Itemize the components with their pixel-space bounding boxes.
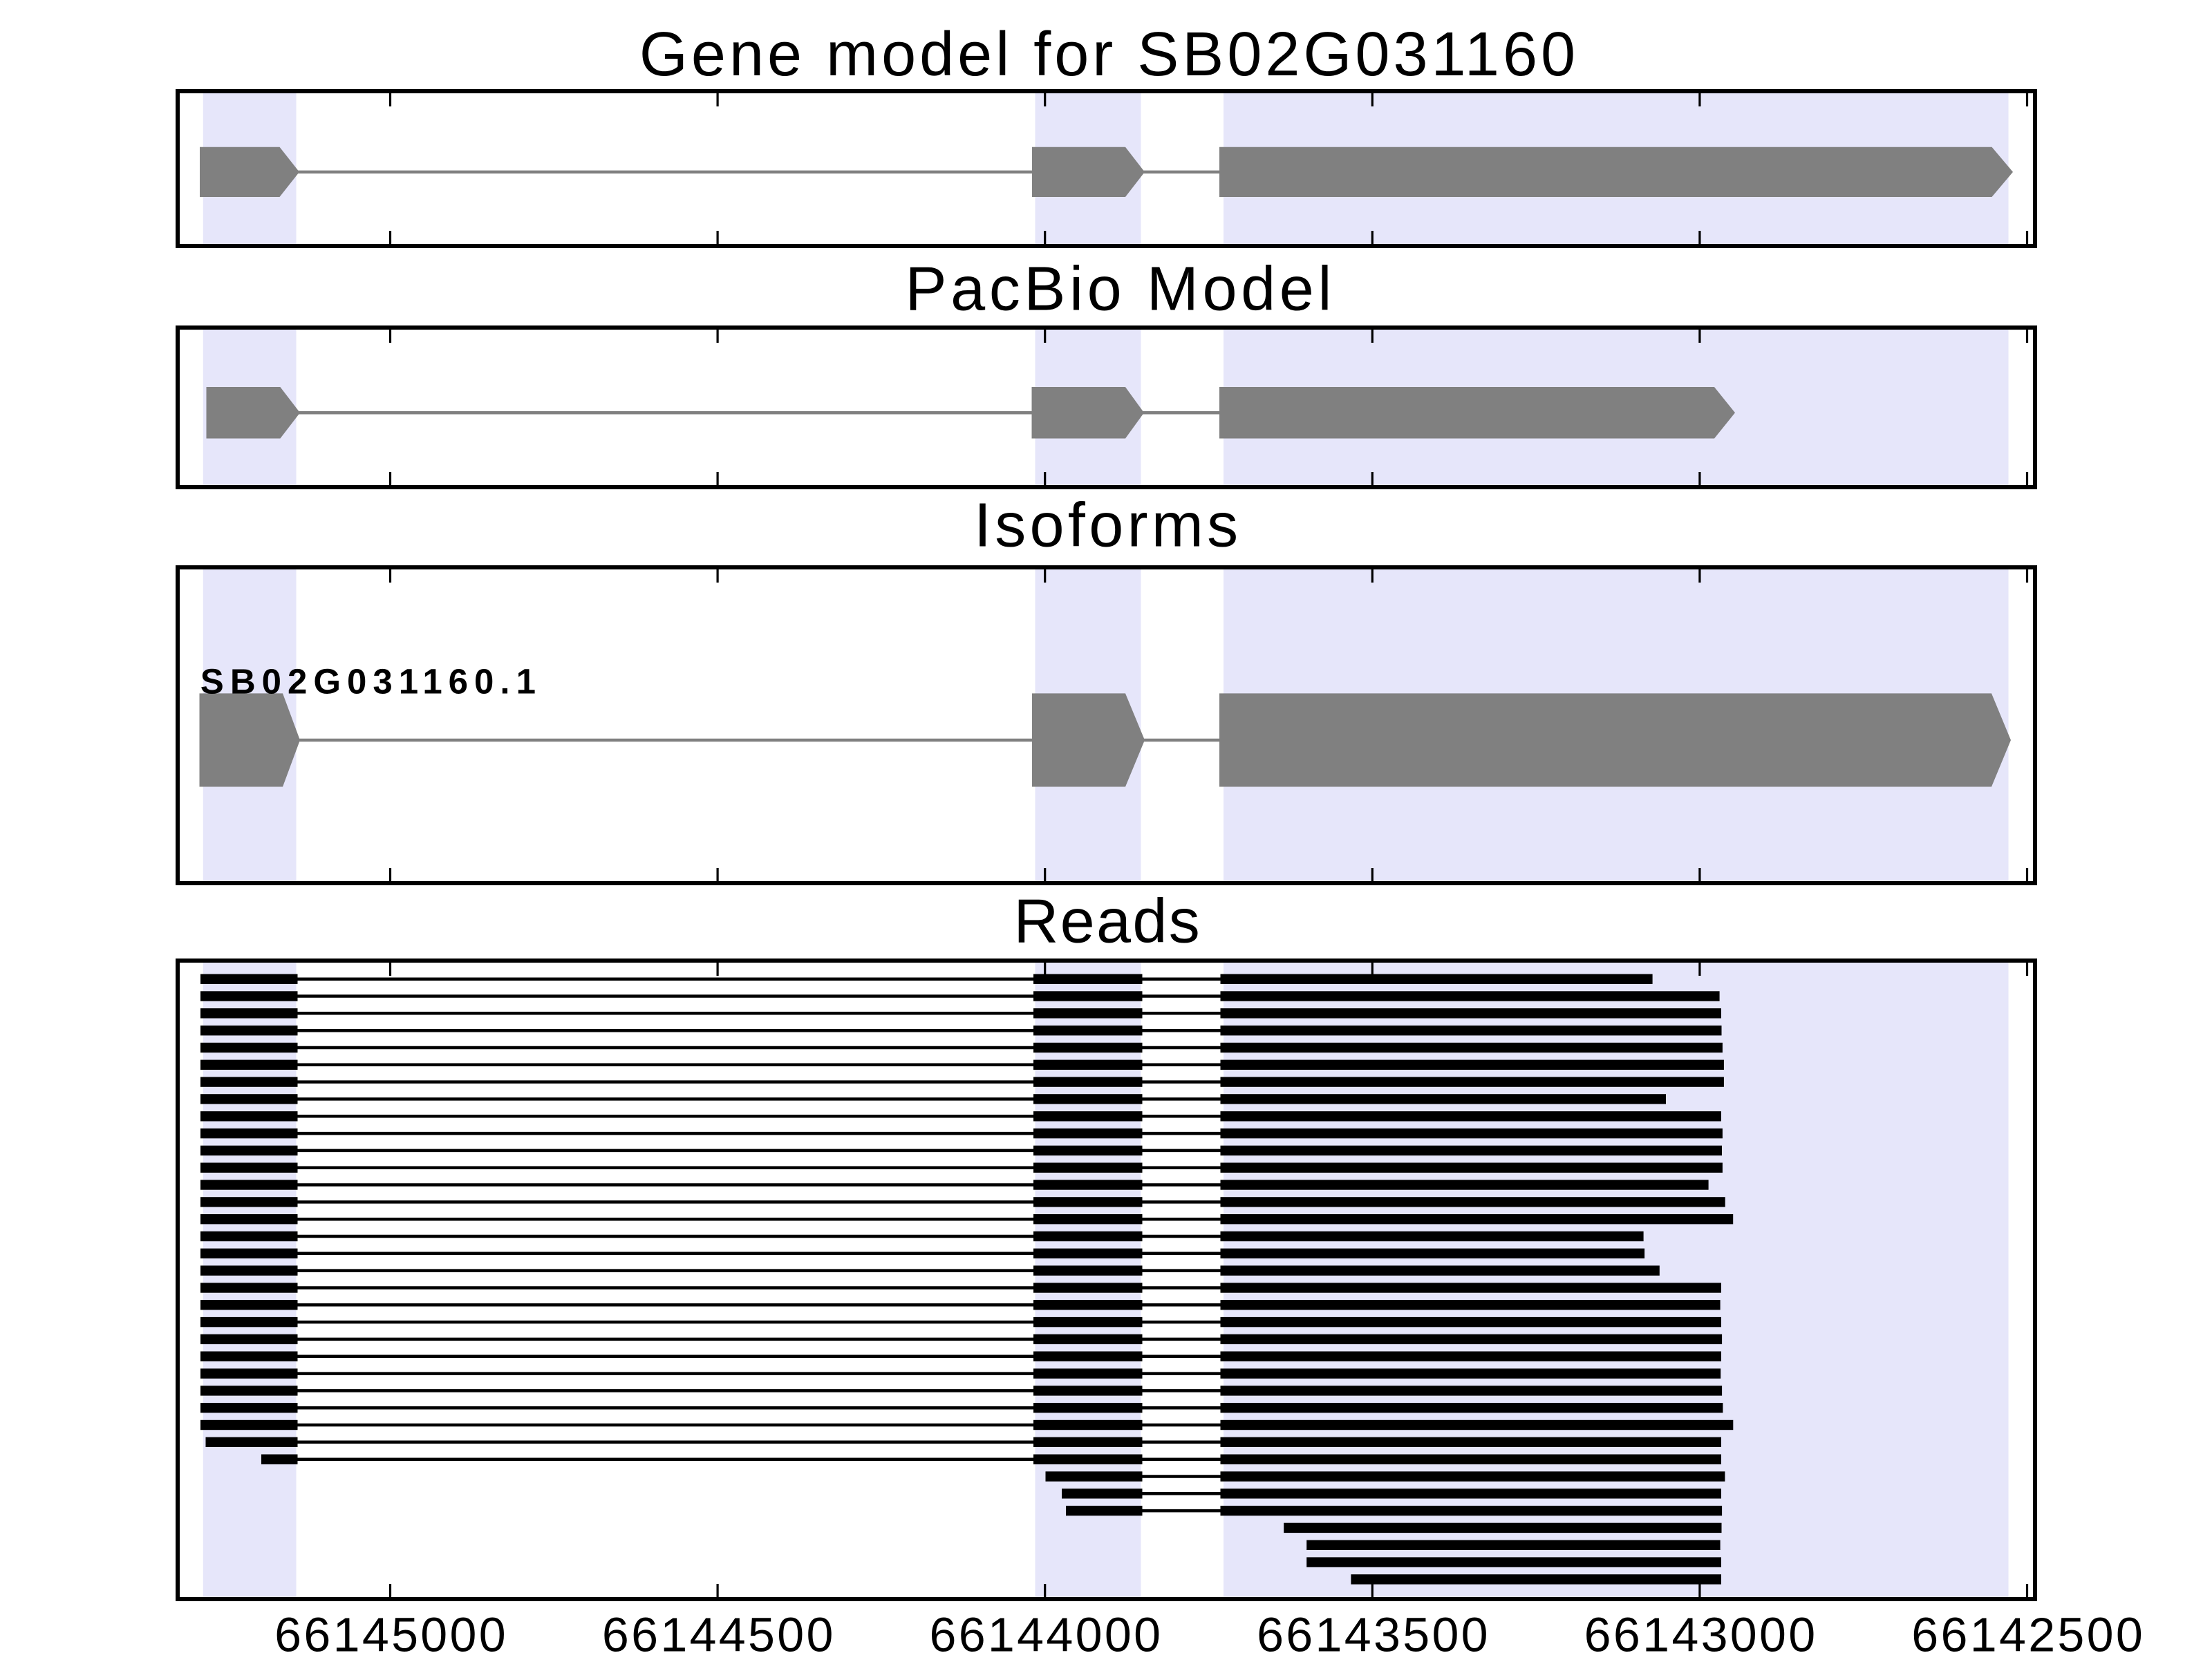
svg-text:66143500: 66143500 xyxy=(1257,1608,1490,1659)
svg-text:PacBio Model: PacBio Model xyxy=(906,254,1336,323)
svg-text:Gene model for SB02G031160: Gene model for SB02G031160 xyxy=(639,20,1579,89)
svg-text:Isoforms: Isoforms xyxy=(974,491,1241,560)
svg-text:66142500: 66142500 xyxy=(1911,1608,2145,1659)
svg-text:66144000: 66144000 xyxy=(929,1608,1163,1659)
svg-text:SB02G031160.1: SB02G031160.1 xyxy=(200,662,542,701)
svg-text:66145000: 66145000 xyxy=(274,1608,508,1659)
svg-text:66144500: 66144500 xyxy=(602,1608,836,1659)
svg-text:Reads: Reads xyxy=(1013,887,1201,956)
svg-text:66143000: 66143000 xyxy=(1584,1608,1818,1659)
